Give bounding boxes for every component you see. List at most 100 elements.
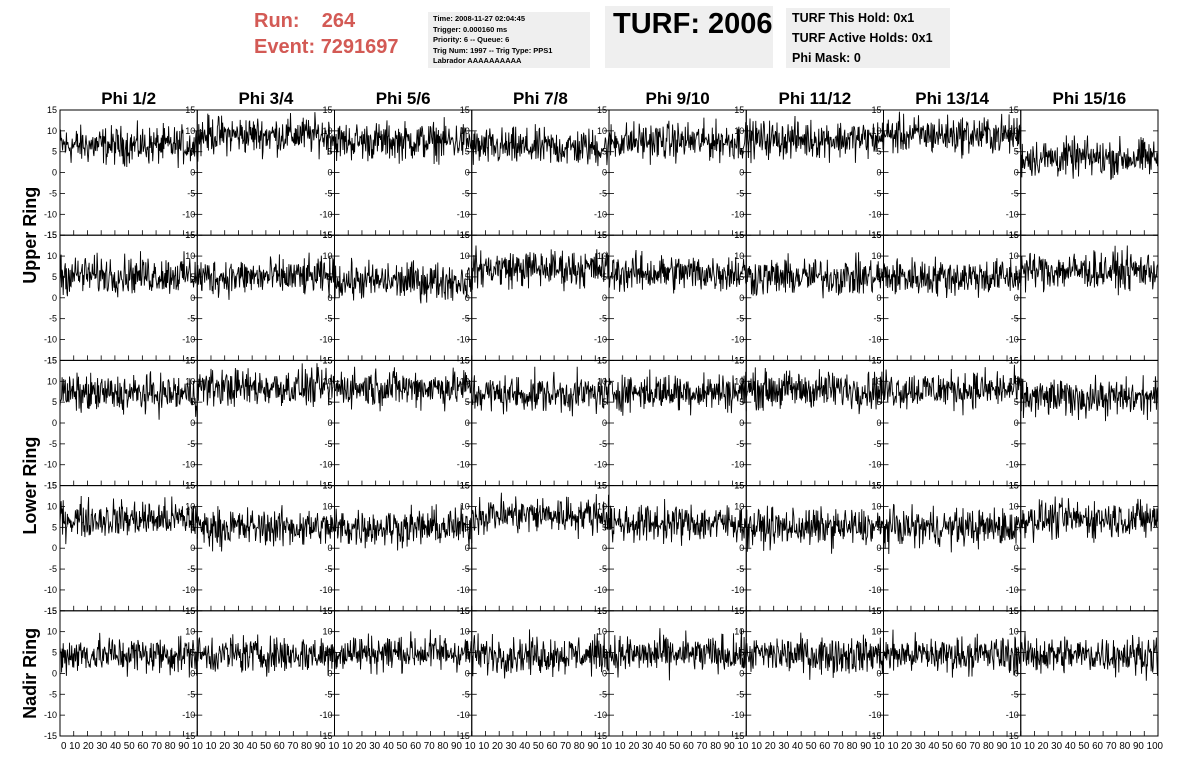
y-tick-label: -10 — [731, 209, 744, 219]
y-tick-label: 15 — [734, 230, 744, 240]
y-tick-label: -15 — [44, 355, 57, 365]
y-tick-label: 10 — [871, 251, 881, 261]
y-tick-label: 15 — [460, 230, 470, 240]
column-header-1: Phi 1/2 — [101, 89, 156, 108]
waveform-line — [1020, 374, 1159, 422]
y-tick-label: -10 — [868, 585, 881, 595]
y-tick-label: 10 — [185, 376, 195, 386]
y-tick-label: 5 — [739, 397, 744, 407]
waveform-line — [59, 632, 198, 678]
y-tick-label: 10 — [1009, 251, 1019, 261]
y-tick-label: 0 — [190, 418, 195, 428]
y-tick-label: 15 — [871, 105, 881, 115]
waveform-line — [196, 363, 335, 408]
y-tick-label: -5 — [599, 689, 607, 699]
y-tick-label: 0 — [465, 418, 470, 428]
y-tick-label: -15 — [44, 230, 57, 240]
y-tick-label: -10 — [594, 209, 607, 219]
y-tick-label: 5 — [327, 522, 332, 532]
y-tick-label: -10 — [457, 335, 470, 345]
waveform-line — [608, 117, 747, 165]
y-tick-label: -5 — [873, 439, 881, 449]
y-tick-label: -10 — [594, 585, 607, 595]
y-tick-label: 15 — [185, 606, 195, 616]
y-tick-label: 0 — [465, 543, 470, 553]
y-tick-label: 10 — [460, 627, 470, 637]
y-tick-label: -5 — [599, 314, 607, 324]
y-tick-label: 15 — [871, 606, 881, 616]
y-tick-label: 5 — [190, 648, 195, 658]
event-value: 7291697 — [320, 36, 399, 58]
waveform-line — [59, 120, 198, 170]
y-tick-label: 10 — [47, 376, 57, 386]
y-tick-label: 15 — [322, 230, 332, 240]
y-tick-label: 0 — [190, 668, 195, 678]
y-tick-label: 5 — [1014, 522, 1019, 532]
y-tick-label: -10 — [868, 710, 881, 720]
waveform-line — [334, 257, 473, 304]
waveform-line — [883, 364, 1022, 416]
column-header-3: Phi 5/6 — [376, 89, 431, 108]
column-header-2: Phi 3/4 — [238, 89, 293, 108]
y-tick-label: 5 — [52, 648, 57, 658]
waveform-line — [471, 124, 610, 167]
panel-frame — [196, 485, 335, 612]
waveform-line — [883, 629, 1022, 678]
y-tick-label: 10 — [322, 126, 332, 136]
y-tick-label: -10 — [1006, 335, 1019, 345]
panel-frame — [471, 234, 610, 361]
y-tick-label: 5 — [190, 147, 195, 157]
panel-frame — [608, 234, 747, 361]
waveform-line — [745, 505, 884, 554]
y-tick-label: 0 — [1014, 293, 1019, 303]
panel-frame — [471, 359, 610, 487]
y-tick-label: 15 — [871, 355, 881, 365]
y-tick-label: -5 — [187, 564, 195, 574]
y-tick-label: -10 — [457, 209, 470, 219]
panel-frame — [334, 610, 473, 737]
y-tick-label: -15 — [44, 606, 57, 616]
y-tick-label: 5 — [52, 147, 57, 157]
run-row: Run: 264 — [254, 8, 399, 34]
y-tick-label: 10 — [597, 126, 607, 136]
y-tick-label: -5 — [873, 564, 881, 574]
y-tick-label: -10 — [731, 460, 744, 470]
waveform-line — [334, 366, 473, 412]
y-tick-label: -10 — [731, 335, 744, 345]
y-tick-label: -10 — [594, 335, 607, 345]
y-tick-label: 5 — [739, 648, 744, 658]
y-tick-label: 10 — [460, 251, 470, 261]
y-tick-label: 0 — [327, 293, 332, 303]
waveform-line — [1020, 631, 1159, 681]
y-tick-label: 5 — [327, 397, 332, 407]
ring-label-3: Nadir Ring — [20, 628, 40, 719]
event-info-box: Time: 2008-11-27 02:04:45 Trigger: 0.000… — [428, 12, 590, 68]
y-tick-label: -5 — [324, 314, 332, 324]
y-tick-label: 10 — [871, 376, 881, 386]
y-tick-label: 15 — [322, 355, 332, 365]
y-tick-label: 5 — [190, 272, 195, 282]
y-tick-label: -10 — [182, 460, 195, 470]
y-tick-label: 5 — [52, 272, 57, 282]
y-tick-label: -5 — [462, 689, 470, 699]
waveform-line — [196, 252, 335, 300]
y-tick-label: -10 — [868, 209, 881, 219]
column-header-5: Phi 9/10 — [645, 89, 709, 108]
y-tick-label: 5 — [465, 397, 470, 407]
y-tick-label: 10 — [734, 501, 744, 511]
y-tick-label: 0 — [1014, 668, 1019, 678]
y-tick-label: 0 — [602, 543, 607, 553]
y-tick-label: -10 — [594, 710, 607, 720]
waveform-line — [1020, 245, 1159, 296]
y-tick-label: -10 — [44, 209, 57, 219]
y-tick-label: -10 — [1006, 585, 1019, 595]
waveform-line — [1020, 496, 1159, 543]
y-tick-label: 15 — [185, 355, 195, 365]
y-tick-label: 5 — [876, 147, 881, 157]
y-tick-label: 0 — [52, 543, 57, 553]
waveform-line — [608, 369, 747, 416]
y-tick-label: 0 — [327, 543, 332, 553]
y-tick-label: 15 — [47, 355, 57, 365]
y-tick-label: 0 — [602, 668, 607, 678]
